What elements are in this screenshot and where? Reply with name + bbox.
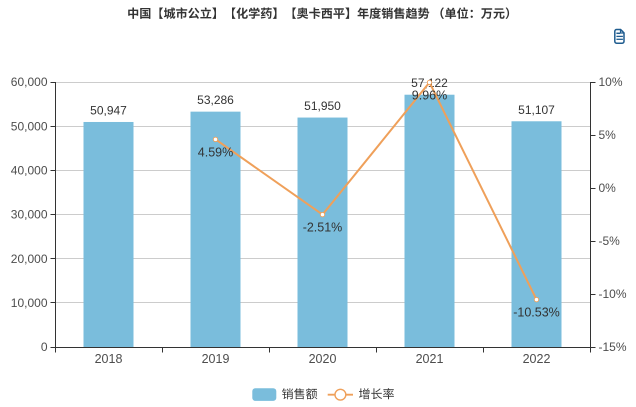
svg-text:50,000: 50,000: [11, 119, 48, 133]
svg-text:-2.51%: -2.51%: [303, 221, 343, 235]
svg-text:2020: 2020: [309, 352, 337, 366]
svg-text:2019: 2019: [202, 352, 230, 366]
svg-text:5%: 5%: [599, 128, 617, 142]
svg-text:10,000: 10,000: [11, 296, 48, 310]
svg-text:-10%: -10%: [599, 287, 627, 301]
svg-text:2022: 2022: [523, 352, 551, 366]
svg-text:0: 0: [41, 340, 48, 354]
svg-text:2021: 2021: [416, 352, 444, 366]
svg-text:51,950: 51,950: [304, 99, 341, 113]
svg-text:50,947: 50,947: [90, 103, 127, 117]
svg-text:10%: 10%: [599, 75, 623, 89]
svg-text:9.96%: 9.96%: [412, 88, 447, 102]
svg-text:20,000: 20,000: [11, 252, 48, 266]
svg-text:-15%: -15%: [599, 340, 627, 354]
svg-text:53,286: 53,286: [197, 93, 234, 107]
svg-text:-10.53%: -10.53%: [513, 306, 560, 320]
svg-text:40,000: 40,000: [11, 164, 48, 178]
svg-text:-5%: -5%: [599, 234, 621, 248]
svg-text:2018: 2018: [95, 352, 123, 366]
svg-text:4.59%: 4.59%: [198, 145, 233, 159]
svg-text:60,000: 60,000: [11, 75, 48, 89]
svg-text:0%: 0%: [599, 181, 617, 195]
svg-text:51,107: 51,107: [518, 103, 555, 117]
svg-text:30,000: 30,000: [11, 208, 48, 222]
